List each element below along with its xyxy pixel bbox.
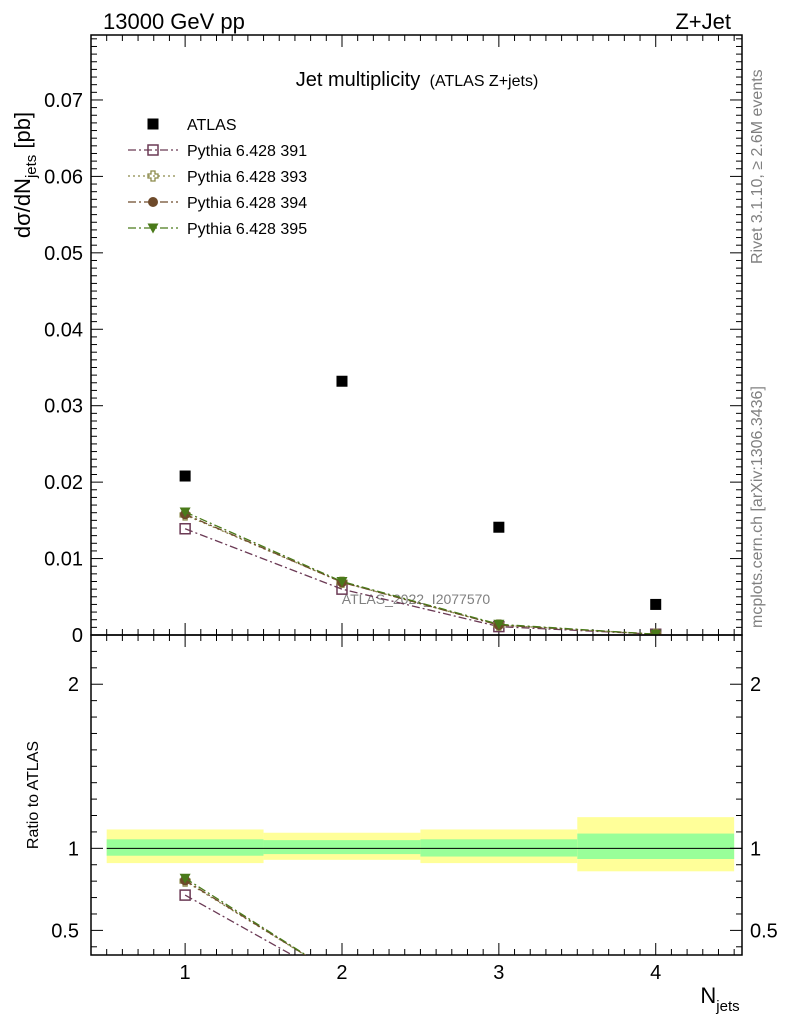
ratio-series-pythia-6-428-393 [179, 875, 307, 955]
rivet-label-main: Rivet 3.1.10, [749, 170, 766, 264]
ratio-series-line [184, 877, 308, 955]
band-inner-1 [106, 839, 264, 856]
svg-text:mcplots.cern.ch [arXiv:1306.34: mcplots.cern.ch [arXiv:1306.3436] [749, 386, 766, 628]
chart-title-sub: (ATLAS Z+jets) [430, 73, 539, 90]
legend-item: Pythia 6.428 394 [128, 195, 307, 212]
series-atlas [179, 375, 662, 610]
legend-label: Pythia 6.428 394 [187, 195, 307, 212]
ratio-series-pythia-6-428-394 [180, 875, 307, 955]
series-pythia-6-428-394 [180, 509, 661, 635]
ratio-frame [90, 634, 743, 956]
legend: ATLAS Pythia 6.428 391 Pythia 6.428 393 Pyt… [128, 117, 307, 238]
svg-text:Ratio to ATLAS: Ratio to ATLAS [25, 741, 42, 849]
x-axis-title-text: N [700, 983, 716, 1008]
ratio-series-pythia-6-428-391 [179, 889, 294, 955]
ratio-y-tick-label-right: 2 [750, 674, 761, 696]
series-pythia-6-428-391 [179, 523, 662, 635]
legend-marker [147, 170, 159, 182]
y-axis-title-ratio: Ratio to ATLAS [25, 741, 42, 849]
legend-marker [147, 118, 159, 130]
legend-item: Pythia 6.428 393 [128, 169, 307, 186]
rivet-label-geq: ≥ [749, 161, 766, 170]
x-tick-label: 3 [493, 962, 504, 984]
ratio-data-point [179, 889, 191, 901]
ratio-data-point [179, 873, 191, 884]
y-tick-label: 0 [72, 625, 83, 647]
y-axis-title-main: dσ/dNjets [pb] [10, 112, 40, 238]
ratio-panel: 1 2 3 4 0.5 0.5 1 1 2 2 [51, 634, 778, 984]
ratio-y-tick-label: 1 [68, 838, 79, 860]
y-tick-label: 0.02 [44, 472, 83, 494]
series-pythia-6-428-393 [179, 509, 662, 635]
data-point [179, 507, 191, 518]
ratio-y-tick-label-right: 0.5 [750, 920, 778, 942]
uncertainty-bands [106, 817, 735, 872]
y-tick-label: 0.01 [44, 549, 83, 571]
x-tick-label: 2 [336, 962, 347, 984]
legend-marker [147, 223, 159, 234]
series-line [184, 511, 656, 635]
header-right: Z+Jet [675, 9, 731, 34]
legend-label: ATLAS [187, 117, 237, 134]
ratio-series-line [184, 879, 307, 955]
y-tick-label: 0.05 [44, 243, 83, 265]
legend-label: Pythia 6.428 393 [187, 169, 307, 186]
header-left: 13000 GeV pp [103, 9, 245, 34]
ratio-y-tick-label-right: 1 [750, 838, 761, 860]
rivet-label-rest: 2.6M events [749, 69, 766, 161]
y-tick-label: 0.04 [44, 319, 83, 341]
x-axis: 1 2 3 4 [106, 635, 735, 984]
y-tick-label: 0.07 [44, 90, 83, 112]
ratio-y-axis: 0.5 0.5 1 1 2 2 [51, 650, 778, 948]
data-point [179, 523, 191, 535]
y-tick-label: 0.06 [44, 166, 83, 188]
ratio-series [179, 873, 308, 955]
main-series [179, 375, 662, 635]
ratio-y-tick-label: 2 [68, 674, 79, 696]
legend-item: Pythia 6.428 391 [128, 143, 307, 160]
chart-title-main: Jet multiplicity [296, 69, 420, 91]
x-axis-title: Njets [700, 983, 739, 1015]
analysis-watermark: ATLAS_2022_I2077570 [342, 591, 491, 607]
svg-text:dσ/dNjets [pb]: dσ/dNjets [pb] [10, 112, 40, 238]
ratio-y-tick-label: 0.5 [51, 920, 79, 942]
svg-text:Rivet 3.1.10, ≥ 2.6M events: Rivet 3.1.10, ≥ 2.6M events [749, 69, 766, 264]
data-point [493, 521, 505, 533]
series-pythia-6-428-395 [179, 507, 662, 635]
x-axis-title-sub: jets [715, 998, 739, 1015]
main-y-axis: 0 0.01 0.02 0.03 0.04 0.05 0.06 0.07 [44, 38, 742, 647]
x-tick-label: 4 [650, 962, 661, 984]
chart-title: Jet multiplicity (ATLAS Z+jets) [296, 69, 539, 91]
series-line [184, 514, 656, 635]
ratio-series-pythia-6-428-395 [179, 873, 308, 955]
y-axis-title-main-sub: jets [23, 155, 40, 179]
legend-label: Pythia 6.428 391 [187, 143, 307, 160]
data-point [650, 629, 662, 635]
band-inner-4 [577, 833, 735, 859]
data-point [336, 375, 348, 387]
main-panel: 0 0.01 0.02 0.03 0.04 0.05 0.06 0.07 ATLAS_2022_… [44, 34, 743, 647]
y-axis-title-main-unit: [pb] [10, 112, 35, 155]
legend-item: Pythia 6.428 395 [128, 221, 307, 238]
y-tick-label: 0.03 [44, 396, 83, 418]
mcplots-label: mcplots.cern.ch [arXiv:1306.3436] [749, 386, 766, 628]
legend-item: ATLAS [147, 117, 237, 134]
data-point [336, 576, 348, 587]
data-point [650, 598, 662, 610]
data-point [493, 619, 505, 630]
legend-marker [147, 144, 159, 156]
legend-marker [148, 197, 158, 207]
x-tick-label: 1 [180, 962, 191, 984]
data-point [179, 470, 191, 482]
series-line [184, 528, 656, 635]
y-axis-title-main-text: dσ/dN [10, 178, 35, 238]
ratio-series-line [184, 880, 307, 955]
series-line [184, 513, 656, 635]
rivet-label: Rivet 3.1.10, ≥ 2.6M events [749, 69, 766, 264]
legend-label: Pythia 6.428 395 [187, 221, 307, 238]
band-inner-2 [263, 840, 421, 855]
